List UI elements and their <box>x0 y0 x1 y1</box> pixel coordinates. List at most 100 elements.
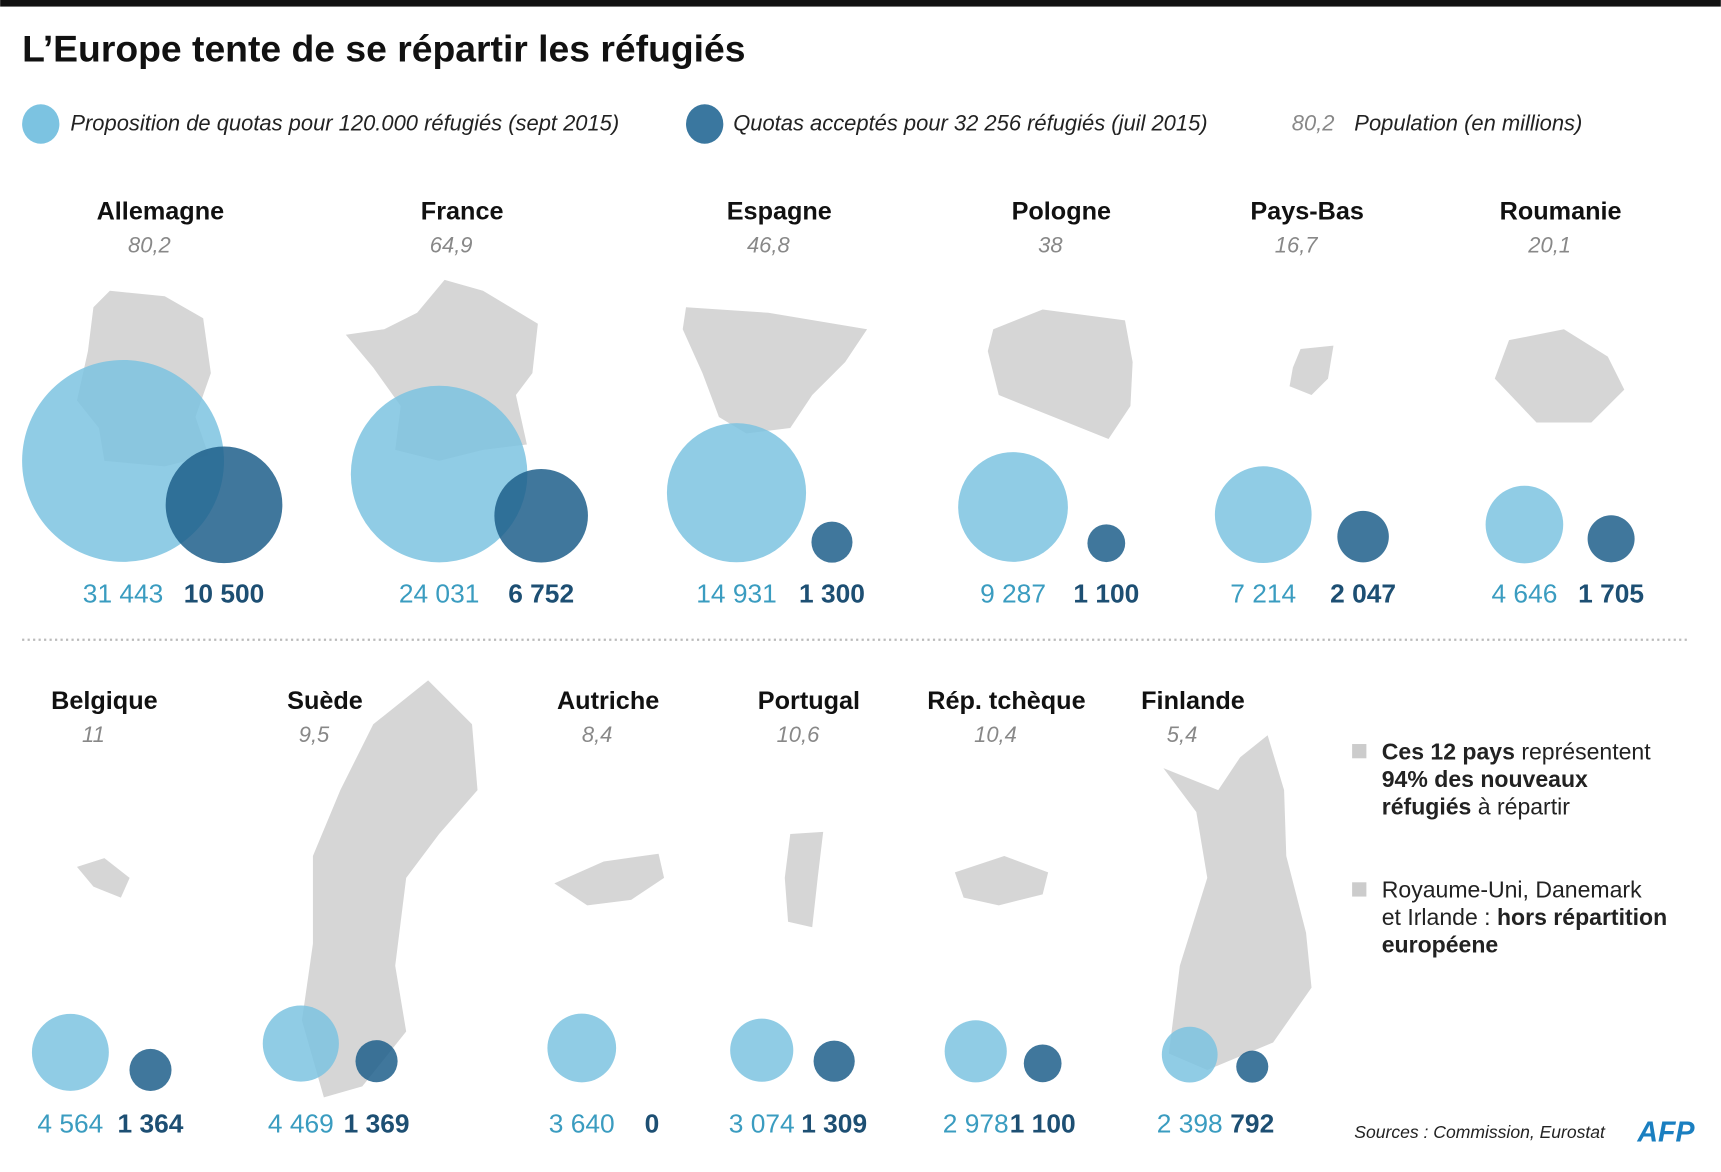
country-population: 80,2 <box>128 232 171 257</box>
accepted-value: 1 100 <box>1010 1108 1076 1138</box>
country-group: Pays-Bas 16,7 7 214 2 047 <box>1214 197 1396 608</box>
legend-accepted-label: Quotas acceptés pour 32 256 réfugiés (ju… <box>733 111 1207 136</box>
country-population: 20,1 <box>1527 232 1571 257</box>
accepted-bubble <box>1236 1050 1269 1083</box>
country-map <box>76 858 130 898</box>
accepted-bubble <box>165 446 283 564</box>
proposed-bubble <box>958 452 1068 562</box>
country-population: 5,4 <box>1167 722 1197 747</box>
country-group: France 64,9 24 031 6 752 <box>350 197 588 608</box>
proposed-bubble <box>262 1005 339 1082</box>
accepted-bubble <box>1087 524 1126 563</box>
country-name: Finlande <box>1141 687 1245 715</box>
country-group: Finlande 5,4 2 398 792 <box>1141 687 1274 1139</box>
accepted-value: 1 309 <box>801 1108 867 1138</box>
legend-proposed-swatch <box>22 104 60 144</box>
note-2-line-2: et Irlande : hors répartition <box>1382 904 1667 930</box>
country-name: France <box>421 197 504 225</box>
accepted-value: 1 705 <box>1578 578 1644 608</box>
legend-population-sample: 80,2 <box>1292 111 1335 136</box>
proposed-value: 2 978 <box>943 1108 1009 1138</box>
country-name: Roumanie <box>1500 197 1622 225</box>
country-group: Espagne 46,8 14 931 1 300 <box>666 197 865 608</box>
proposed-value: 3 074 <box>729 1108 795 1138</box>
note-1-line-1: Ces 12 pays représentent <box>1382 738 1651 764</box>
proposed-bubble <box>1485 485 1564 564</box>
accepted-value: 10 500 <box>184 578 265 608</box>
country-group: Roumanie 20,1 4 646 1 705 <box>1485 197 1644 608</box>
proposed-value: 2 398 <box>1157 1108 1223 1138</box>
source-text: Sources : Commission, Eurostat <box>1354 1122 1606 1142</box>
proposed-bubble <box>547 1013 617 1083</box>
note-bullet-1 <box>1352 744 1367 759</box>
country-population: 16,7 <box>1275 232 1318 257</box>
accepted-value: 1 364 <box>118 1108 184 1138</box>
country-name: Autriche <box>557 687 659 715</box>
country-name: Allemagne <box>97 197 225 225</box>
country-map <box>1289 345 1334 396</box>
country-population: 10,4 <box>974 722 1017 747</box>
accepted-bubble <box>811 521 853 563</box>
accepted-value: 1 300 <box>799 578 865 608</box>
country-map <box>987 309 1133 439</box>
proposed-bubble <box>350 385 528 563</box>
accepted-value: 0 <box>645 1108 660 1138</box>
country-name: Rép. tchèque <box>927 687 1085 715</box>
country-group: Pologne 38 9 287 1 100 <box>958 197 1139 608</box>
proposed-value: 4 646 <box>1491 578 1557 608</box>
country-name: Belgique <box>51 687 158 715</box>
country-map <box>784 831 824 928</box>
country-map <box>682 307 868 434</box>
country-population: 46,8 <box>747 232 790 257</box>
country-name: Portugal <box>758 687 860 715</box>
country-name: Espagne <box>727 197 832 225</box>
legend-accepted-swatch <box>686 104 724 144</box>
accepted-value: 792 <box>1230 1108 1274 1138</box>
country-population: 11 <box>82 722 105 747</box>
accepted-value: 1 369 <box>344 1108 410 1138</box>
country-population: 10,6 <box>777 722 820 747</box>
notes: Ces 12 pays représentent 94% des nouveau… <box>1352 738 1667 958</box>
chart-title: L’Europe tente de se répartir les réfugi… <box>22 27 745 69</box>
accepted-bubble <box>813 1040 855 1082</box>
proposed-bubble <box>31 1013 109 1091</box>
accepted-bubble <box>355 1040 398 1083</box>
proposed-bubble <box>730 1018 794 1082</box>
country-map <box>1163 735 1312 1070</box>
proposed-bubble <box>1214 466 1312 564</box>
accepted-value: 2 047 <box>1330 578 1396 608</box>
top-bar <box>0 0 1721 7</box>
country-bubbles: Allemagne 80,2 31 443 10 500 France 64,9 24 03… <box>22 197 1644 1138</box>
note-2-line-1: Royaume-Uni, Danemark <box>1382 877 1642 903</box>
country-group: Rép. tchèque 10,4 2 978 1 100 <box>927 687 1085 1139</box>
accepted-bubble <box>1337 510 1389 563</box>
note-2-line-3: européene <box>1382 932 1499 958</box>
accepted-bubble <box>494 468 588 563</box>
country-group: Allemagne 80,2 31 443 10 500 <box>22 197 283 608</box>
proposed-value: 14 931 <box>696 578 777 608</box>
country-population: 64,9 <box>430 232 473 257</box>
legend: Proposition de quotas pour 120.000 réfug… <box>22 104 1582 144</box>
country-group: Suède 9,5 4 469 1 369 <box>262 687 410 1138</box>
accepted-value: 6 752 <box>508 578 574 608</box>
accepted-bubble <box>1023 1044 1062 1083</box>
accepted-value: 1 100 <box>1073 578 1139 608</box>
note-1-line-2: 94% des nouveaux <box>1382 766 1588 792</box>
country-population: 38 <box>1038 232 1063 257</box>
proposed-bubble <box>944 1020 1007 1083</box>
country-name: Pays-Bas <box>1250 197 1364 225</box>
proposed-value: 4 564 <box>37 1108 103 1138</box>
legend-population-label: Population (en millions) <box>1354 111 1582 136</box>
country-population: 8,4 <box>582 722 613 747</box>
accepted-bubble <box>129 1048 172 1091</box>
country-population: 9,5 <box>299 722 330 747</box>
country-map <box>554 853 665 906</box>
proposed-bubble <box>666 423 807 563</box>
legend-proposed-label: Proposition de quotas pour 120.000 réfug… <box>70 111 619 136</box>
country-name: Suède <box>287 687 363 715</box>
proposed-value: 24 031 <box>399 578 480 608</box>
proposed-value: 7 214 <box>1230 578 1296 608</box>
country-group: Portugal 10,6 3 074 1 309 <box>729 687 867 1139</box>
proposed-value: 31 443 <box>83 578 164 608</box>
